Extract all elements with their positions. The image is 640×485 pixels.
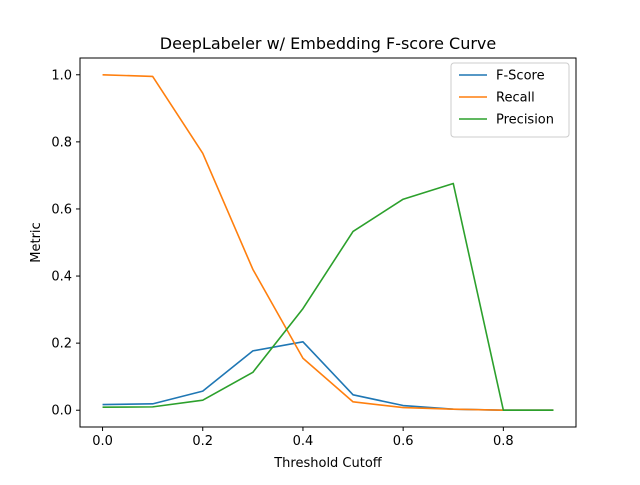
legend-label: Precision	[496, 113, 554, 128]
x-tick-label: 0.8	[493, 434, 514, 449]
y-tick-label: 0.8	[51, 135, 72, 150]
x-tick-label: 0.4	[293, 434, 314, 449]
y-tick-label: 1.0	[51, 68, 72, 83]
legend-label: Recall	[496, 91, 535, 106]
y-tick-label: 0.2	[51, 337, 72, 352]
legend: F-Score Recall Precision	[450, 62, 570, 138]
y-axis: 0.0 0.2 0.4 0.6 0.8 1.0	[51, 68, 80, 419]
chart-title: DeepLabeler w/ Embedding F-score Curve	[160, 34, 497, 53]
x-tick-label: 0.0	[92, 434, 113, 449]
x-tick-label: 0.2	[192, 434, 213, 449]
plot-lines	[102, 73, 554, 412]
y-tick-label: 0.6	[51, 202, 72, 217]
legend-label: F-Score	[496, 69, 545, 84]
series-line-precision	[102, 182, 554, 412]
plot-frame	[79, 57, 577, 428]
x-axis: 0.0 0.2 0.4 0.6 0.8	[92, 427, 514, 449]
y-tick-label: 0.4	[51, 270, 72, 285]
series-line-f-score	[102, 340, 554, 412]
y-axis-label: Metric	[29, 222, 44, 262]
series-line-recall	[102, 73, 554, 412]
x-tick-label: 0.6	[393, 434, 414, 449]
x-axis-label: Threshold Cutoff	[273, 456, 383, 471]
y-tick-label: 0.0	[51, 404, 72, 419]
